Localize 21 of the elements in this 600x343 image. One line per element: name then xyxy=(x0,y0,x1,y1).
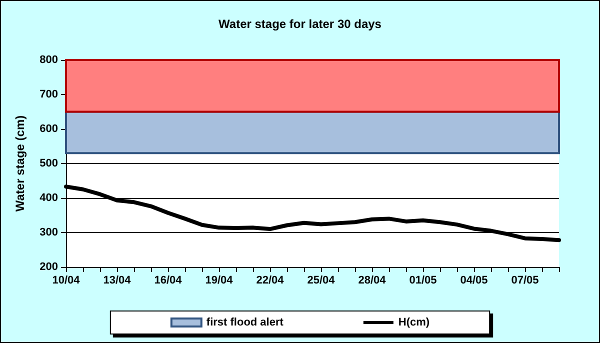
x-tick-label: 16/04 xyxy=(154,274,183,286)
y-tick-label: 300 xyxy=(40,226,58,238)
x-tick-label: 01/05 xyxy=(409,274,437,286)
y-tick-label: 600 xyxy=(40,123,58,135)
chart-title: Water stage for later 30 days xyxy=(218,17,382,31)
x-tick-label: 25/04 xyxy=(307,274,336,286)
legend-label: H(cm) xyxy=(398,316,430,328)
x-tick-label: 04/05 xyxy=(460,274,488,286)
x-tick-label: 28/04 xyxy=(358,274,387,286)
y-tick-label: 400 xyxy=(40,192,58,204)
x-tick-label: 22/04 xyxy=(256,274,285,286)
y-tick-label: 200 xyxy=(40,261,58,273)
x-tick-label: 07/05 xyxy=(511,274,539,286)
y-tick-label: 500 xyxy=(40,158,58,170)
x-tick-label: 10/04 xyxy=(52,274,81,286)
y-tick-label: 800 xyxy=(40,54,58,66)
y-axis-title: Water stage (cm) xyxy=(13,115,27,212)
x-tick-label: 13/04 xyxy=(103,274,132,286)
y-tick-label: 700 xyxy=(40,88,58,100)
legend-label: first flood alert xyxy=(206,316,284,328)
x-tick-label: 19/04 xyxy=(205,274,234,286)
